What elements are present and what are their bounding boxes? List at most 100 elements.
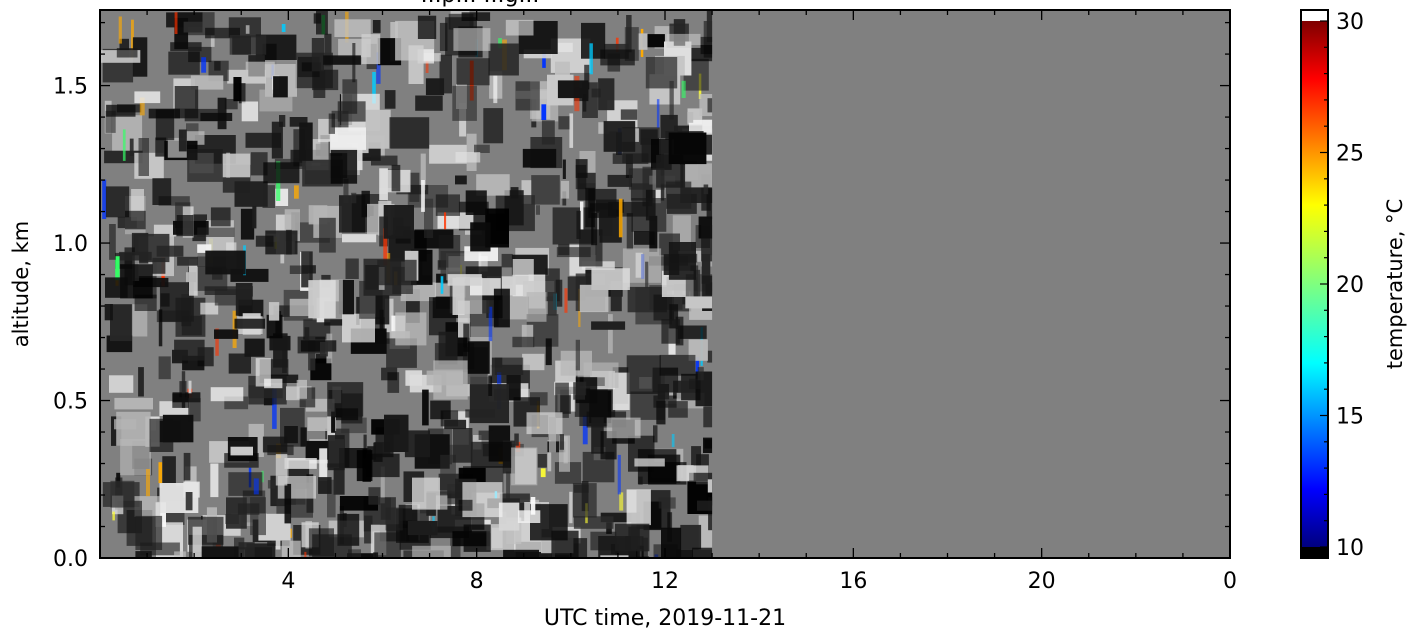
heatmap-cell (707, 479, 713, 493)
heatmap-cell (119, 251, 152, 261)
heatmap-cell (269, 335, 291, 351)
heatmap-cell (372, 72, 376, 104)
heatmap-cell (112, 115, 143, 152)
heatmap-cell (111, 416, 122, 446)
heatmap-cell (217, 97, 227, 130)
heatmap-cell (118, 16, 122, 44)
heatmap-cell (485, 208, 509, 248)
heatmap-cell (692, 547, 713, 558)
heatmap-cell (600, 555, 629, 558)
heatmap-cell (676, 549, 693, 558)
heatmap-cell (458, 300, 470, 338)
heatmap-cell (205, 27, 240, 39)
heatmap-cell (174, 86, 199, 119)
heatmap-cell (316, 10, 328, 35)
heatmap-cell (368, 487, 381, 505)
heatmap-cell (541, 120, 555, 145)
heatmap-cell (458, 499, 473, 511)
heatmap-cell (530, 392, 548, 406)
heatmap-cell (626, 213, 633, 250)
heatmap-cell (498, 502, 520, 531)
heatmap-cell (361, 190, 370, 218)
heatmap-cell (531, 175, 560, 205)
heatmap-cell (425, 60, 429, 73)
heatmap-cell (342, 234, 377, 243)
heatmap-cell (104, 304, 113, 321)
heatmap-cell (105, 277, 128, 298)
heatmap-cell (452, 428, 473, 463)
heatmap-cell (289, 265, 308, 274)
heatmap-cell (666, 33, 701, 48)
heatmap-cell (319, 448, 328, 482)
heatmap-cell (516, 441, 521, 452)
heatmap-cell (522, 353, 545, 371)
heatmap-cell (704, 439, 712, 449)
heatmap-cell (146, 469, 150, 497)
heatmap-cell (245, 61, 275, 78)
heatmap-cell (245, 25, 250, 34)
heatmap-cell (458, 467, 486, 482)
heatmap-cell (606, 417, 641, 439)
heatmap-cell (122, 129, 126, 161)
heatmap-cell (174, 12, 178, 34)
heatmap-cell (135, 515, 163, 550)
heatmap-cell (356, 296, 360, 325)
heatmap-cell (300, 427, 307, 447)
heatmap-cell (303, 319, 331, 340)
heatmap-cell (320, 341, 328, 357)
heatmap-cell (343, 178, 349, 204)
heatmap-cell (155, 502, 166, 527)
heatmap-cell (138, 367, 144, 397)
heatmap-cell (585, 187, 595, 228)
heatmap-cell (307, 417, 337, 431)
heatmap-cell (365, 109, 391, 149)
colorbar-tick-label: 10 (1336, 536, 1364, 561)
heatmap-cell (636, 545, 644, 558)
heatmap-cell (512, 336, 535, 348)
heatmap-cell (197, 252, 213, 267)
heatmap-cell (614, 523, 650, 552)
heatmap-cell (389, 117, 430, 149)
heatmap-cell (598, 78, 615, 111)
heatmap-cell (192, 526, 202, 558)
heatmap-cell (210, 35, 215, 47)
heatmap-cell (112, 511, 115, 521)
heatmap-cell (689, 378, 701, 390)
x-tick-label: 16 (839, 569, 867, 594)
heatmap-cell (105, 186, 130, 218)
heatmap-cell (555, 382, 569, 418)
heatmap-cell (617, 557, 623, 558)
heatmap-cell (205, 250, 246, 275)
colorbar-tick-labels: 10 15 20 25 30 (1336, 10, 1364, 561)
heatmap-cell (440, 276, 444, 294)
heatmap-cell (631, 198, 667, 232)
heatmap-cell (210, 387, 244, 402)
heatmap-cell (470, 222, 491, 252)
heatmap-cell (659, 354, 696, 376)
colorbar-tick-label: 20 (1336, 273, 1364, 298)
heatmap-cell (245, 132, 281, 148)
heatmap-cell (214, 289, 252, 306)
heatmap-cell (447, 274, 482, 286)
colorbar-tick-label: 30 (1336, 10, 1364, 35)
heatmap-cell (319, 279, 343, 320)
heatmap-cell (210, 207, 231, 227)
heatmap-cell (645, 261, 649, 289)
heatmap-cell (493, 75, 498, 104)
heatmap-cell (669, 80, 674, 120)
heatmap-cell (691, 446, 701, 466)
heatmap-cell (311, 38, 324, 72)
heatmap-cell (364, 515, 373, 544)
heatmap-cell (387, 372, 400, 393)
heatmap-cell (669, 304, 679, 330)
heatmap-cell (384, 414, 409, 452)
heatmap-cell (200, 302, 219, 315)
heatmap-cell (697, 500, 712, 511)
heatmap-cell (375, 295, 390, 325)
heatmap-cell (461, 12, 491, 21)
heatmap-cell (294, 185, 299, 199)
heatmap-cell (377, 259, 417, 286)
heatmap-cell (135, 551, 152, 558)
heatmap-cell (178, 129, 187, 152)
heatmap-cell (275, 454, 288, 486)
